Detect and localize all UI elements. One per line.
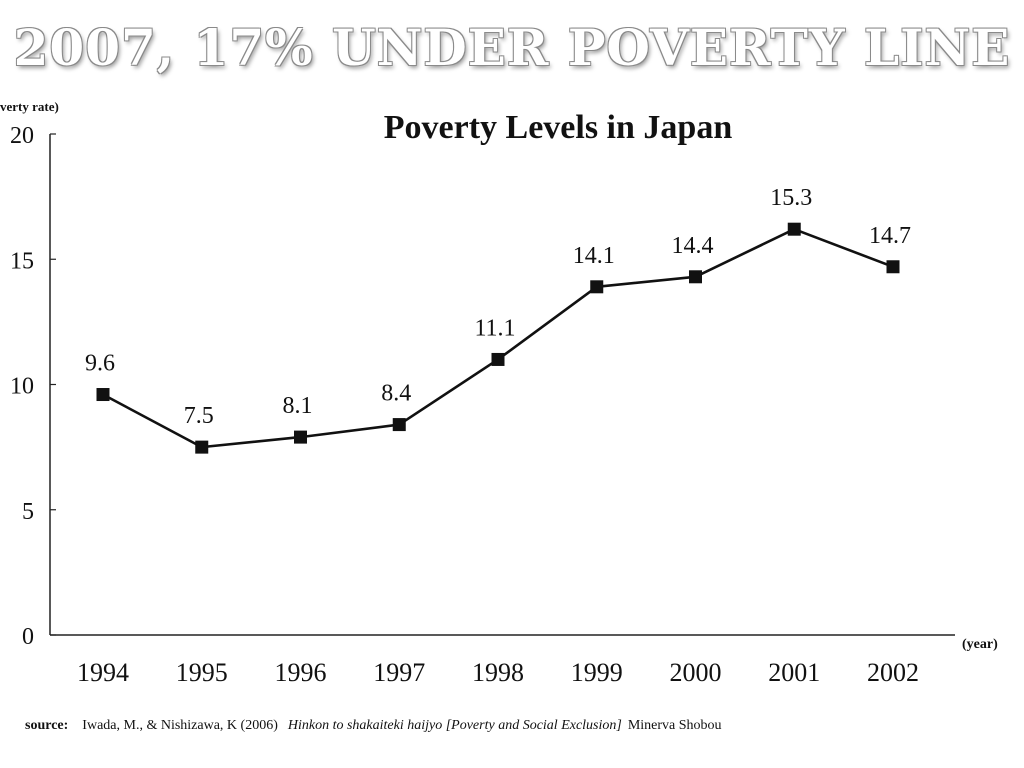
x-tick-label: 1997 (373, 658, 425, 687)
slide-title: 2007, 17% UNDER POVERTY LINE (13, 18, 1011, 77)
source-label: source: (25, 718, 69, 733)
x-axis-label: (year) (962, 637, 998, 652)
data-labels: 9.6 7.5 8.1 8.4 11.1 14.1 14.4 15.3 14.7 (85, 185, 911, 429)
x-tick-label: 2000 (670, 658, 722, 687)
y-tick-label: 5 (22, 499, 34, 525)
y-tick-labels: 0 5 10 15 20 (10, 123, 56, 650)
y-tick-label: 10 (10, 374, 34, 400)
x-tick-labels: 1994 1995 1996 1997 1998 1999 2000 2001 2002 (77, 658, 919, 687)
x-tick-label: 1998 (472, 658, 524, 687)
x-tick-label: 1995 (176, 658, 228, 687)
chart-title: Poverty Levels in Japan (384, 109, 733, 146)
source-publisher: Minerva Shobou (627, 718, 722, 733)
source-citation: source: Iwada, M., & Nishizawa, K (2006) H… (25, 718, 722, 734)
data-label: 14.4 (672, 233, 714, 259)
source-authors: Iwada, M., & Nishizawa, K (2006) (82, 718, 278, 733)
data-point-marker (787, 222, 801, 236)
data-point-marker (392, 418, 406, 432)
x-tick-label: 1996 (275, 658, 327, 687)
data-point-marker (689, 270, 702, 284)
data-point-marker (294, 430, 307, 444)
x-tick-label: 2001 (768, 658, 820, 687)
y-tick-label: 20 (10, 123, 34, 149)
y-tick-label: 0 (22, 624, 34, 650)
data-label: 14.7 (869, 223, 911, 249)
data-point-marker (96, 388, 110, 402)
data-label: 15.3 (770, 185, 812, 211)
data-label: 14.1 (573, 243, 615, 269)
data-label: 8.1 (283, 393, 313, 419)
data-label: 7.5 (184, 403, 214, 429)
x-tick-label: 2002 (867, 658, 919, 687)
data-point-marker (886, 260, 900, 274)
source-book-title: Hinkon to shakaiteki haijyo [Poverty and… (287, 718, 622, 733)
data-point-marker (491, 352, 505, 366)
data-points (96, 222, 900, 454)
x-tick-label: 1994 (77, 658, 129, 687)
chart-axes (49, 134, 955, 636)
y-tick-label: 15 (10, 248, 34, 274)
data-label: 11.1 (474, 315, 515, 341)
data-label: 8.4 (381, 381, 411, 407)
data-label: 9.6 (85, 351, 115, 377)
data-point-marker (590, 280, 604, 294)
y-axis-label: verty rate) (0, 99, 59, 114)
x-tick-label: 1999 (571, 658, 623, 687)
data-point-marker (195, 440, 209, 454)
